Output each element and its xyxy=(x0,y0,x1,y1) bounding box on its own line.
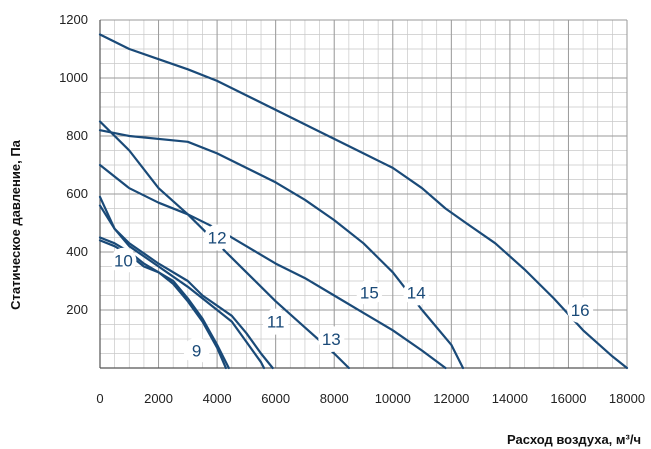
x-axis-label: Расход воздуха, м³/ч xyxy=(507,432,641,447)
series-line-16 xyxy=(98,33,629,370)
curve-label-10: 10 xyxy=(114,252,133,271)
y-axis-ticks: 200 400 600 800 1000 1200 xyxy=(59,12,88,317)
curve-label-bg xyxy=(262,308,289,335)
y-tick-label: 1000 xyxy=(59,70,88,85)
y-axis-label: Статическое давление, Па xyxy=(8,139,23,310)
curve-label-bg xyxy=(183,337,210,364)
curve-label-11: 11 xyxy=(267,313,285,332)
curve-label-13: 13 xyxy=(322,330,341,349)
series-line-15 xyxy=(98,163,447,370)
x-tick-label: 0 xyxy=(96,391,103,406)
curve-label-15: 15 xyxy=(360,284,379,303)
x-axis-ticks: 0 2000 4000 6000 8000 10000 12000 14000 16000 180… xyxy=(96,391,645,406)
series-line-11 xyxy=(98,195,266,370)
series-line-9 xyxy=(98,236,230,370)
y-tick-label: 400 xyxy=(66,244,88,259)
curve-label-12: 12 xyxy=(208,229,227,248)
series-line-12 xyxy=(98,204,274,370)
x-tick-label: 2000 xyxy=(144,391,173,406)
curve-label-9: 9 xyxy=(192,342,201,361)
curve-label-14: 14 xyxy=(407,284,426,303)
curve-label-bg xyxy=(204,224,231,251)
curve-label-bg xyxy=(403,279,430,306)
y-tick-label: 200 xyxy=(66,302,88,317)
x-tick-label: 18000 xyxy=(609,391,645,406)
curves xyxy=(98,33,629,370)
x-tick-label: 6000 xyxy=(261,391,290,406)
y-tick-label: 1200 xyxy=(59,12,88,27)
x-tick-label: 10000 xyxy=(375,391,411,406)
x-tick-label: 16000 xyxy=(550,391,586,406)
y-tick-label: 600 xyxy=(66,186,88,201)
x-tick-label: 12000 xyxy=(433,391,469,406)
curve-label-bg xyxy=(567,297,594,323)
curve-label-bg xyxy=(110,247,137,274)
curve-label-bg xyxy=(356,279,383,306)
axes xyxy=(99,20,627,369)
x-tick-label: 8000 xyxy=(320,391,349,406)
series-line-14 xyxy=(98,129,465,370)
y-tick-label: 800 xyxy=(66,128,88,143)
curve-labels: 9 10 11 12 13 14 15 16 xyxy=(110,224,594,364)
curve-label-16: 16 xyxy=(571,301,590,320)
curve-label-bg xyxy=(318,326,345,352)
x-tick-label: 14000 xyxy=(492,391,528,406)
x-tick-label: 4000 xyxy=(203,391,232,406)
